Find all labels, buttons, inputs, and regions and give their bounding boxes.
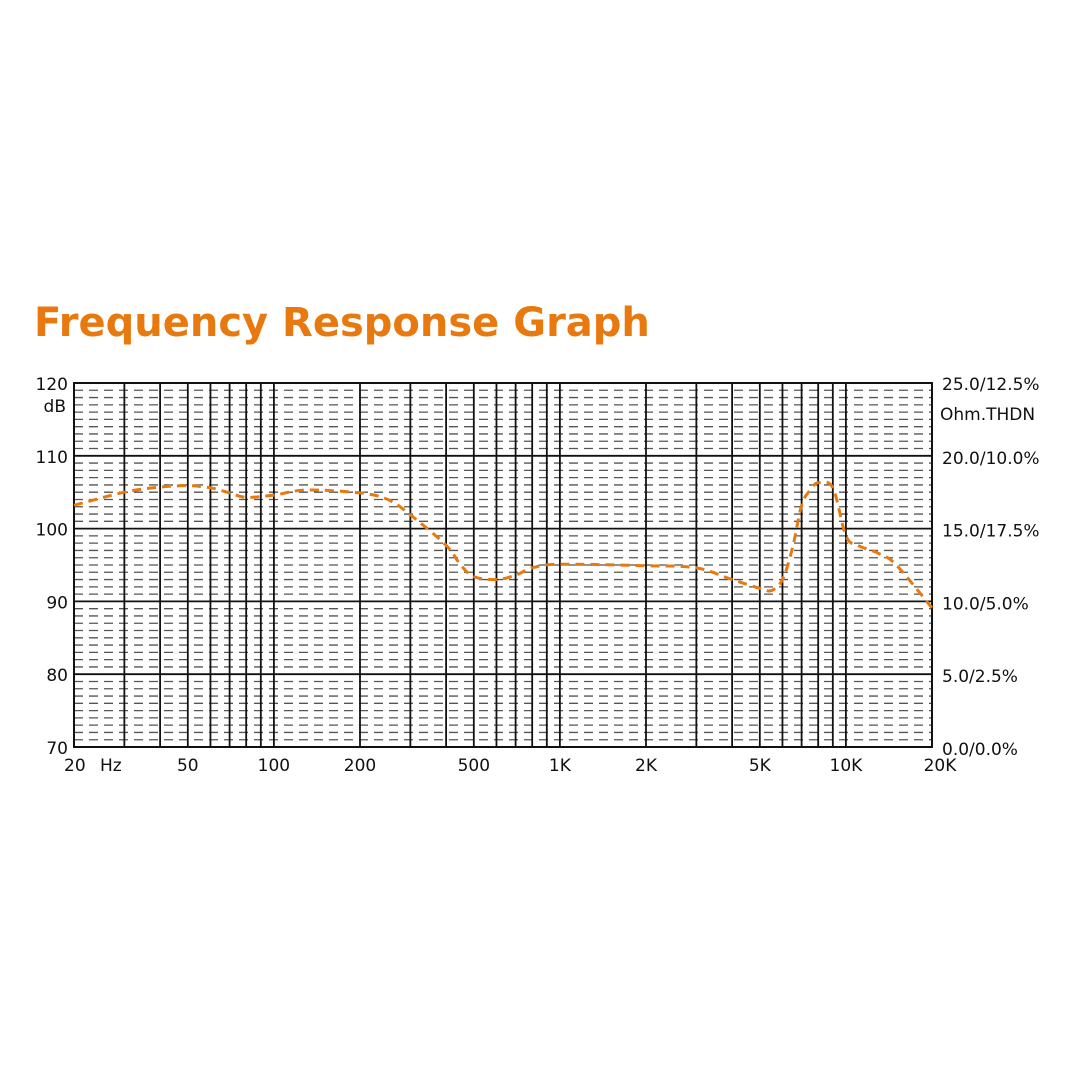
x-tick-label: 5K — [749, 756, 772, 776]
x-tick-label: 200 — [344, 756, 376, 776]
x-tick-label: 20 — [64, 756, 86, 776]
y-tick-label: 110 — [36, 448, 68, 468]
y-unit-label: dB — [44, 397, 66, 417]
y-tick-label: 100 — [36, 521, 68, 541]
x-tick-label: 50 — [177, 756, 199, 776]
x-tick-label: 2K — [635, 756, 658, 776]
y-tick-label: 90 — [46, 593, 68, 613]
right-tick-label: 25.0/12.5% — [942, 375, 1040, 395]
plot-border — [73, 382, 933, 748]
series-line — [73, 480, 934, 609]
y-tick-label: 80 — [46, 666, 68, 686]
right-tick-label: 5.0/2.5% — [942, 667, 1018, 687]
x-tick-label: 10K — [830, 756, 864, 776]
x-tick-label: 20K — [924, 756, 958, 776]
chart-title: Frequency Response Graph — [34, 300, 650, 346]
right-tick-label: 10.0/5.0% — [942, 594, 1029, 614]
right-tick-label: 15.0/17.5% — [942, 522, 1040, 542]
x-tick-label: 500 — [458, 756, 490, 776]
y-tick-label: 120 — [36, 375, 68, 395]
right-tick-label: 20.0/10.0% — [942, 449, 1040, 469]
x-unit-label: Hz — [100, 756, 122, 776]
right-tick-label: 0.0/0.0% — [942, 740, 1018, 760]
right-axis-label: Ohm.THDN — [940, 405, 1035, 425]
x-tick-label: 1K — [549, 756, 572, 776]
y-tick-label: 70 — [46, 739, 68, 759]
x-tick-label: 100 — [258, 756, 290, 776]
